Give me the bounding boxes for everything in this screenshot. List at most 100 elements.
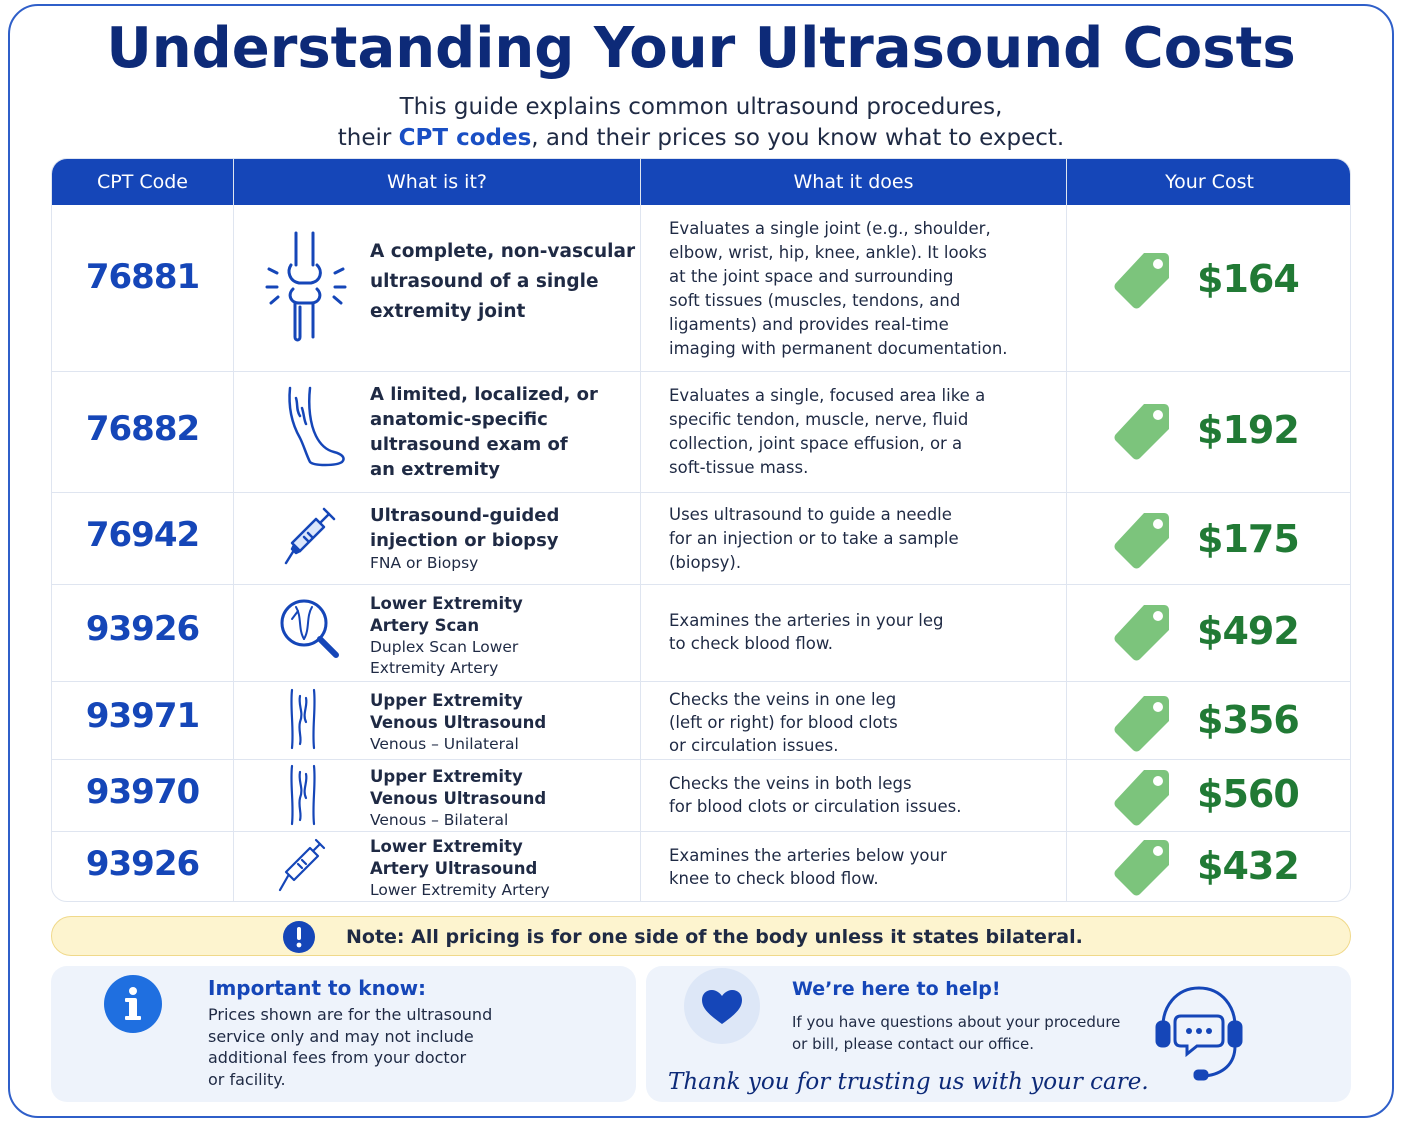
procedure-name-line: extremity joint — [370, 301, 526, 322]
table-row: 93970 Upper Extremity Venous Ultrasound … — [52, 759, 1350, 831]
procedure-name: Upper Extremity Venous Ultrasound Venous… — [370, 766, 640, 831]
syringe-icon — [282, 505, 338, 573]
description-line: elbow, wrist, hip, knee, ankle). It look… — [669, 243, 987, 262]
important-title: Important to know: — [208, 976, 427, 1000]
thank-you-message: Thank you for trusting us with your care… — [668, 1069, 1149, 1095]
pricing-note: Note: All pricing is for one side of the… — [51, 916, 1351, 956]
procedure-cost: $432 — [1197, 844, 1300, 888]
procedure-subname: FNA or Biopsy — [370, 554, 479, 572]
description-line: (left or right) for blood clots — [669, 713, 898, 732]
procedure-name-line: Upper Extremity — [370, 691, 523, 710]
help-text-line: or bill, please contact our office. — [792, 1035, 1035, 1053]
procedure-subname: Duplex Scan Lower — [370, 638, 519, 656]
column-divider — [640, 159, 641, 901]
description-line: at the joint space and surrounding — [669, 267, 954, 286]
procedure-cost: $192 — [1197, 408, 1300, 452]
column-header-your-cost: Your Cost — [1066, 159, 1350, 205]
probe-icon — [278, 838, 328, 898]
description-line: specific tendon, muscle, nerve, fluid — [669, 410, 969, 429]
table-header: CPT Code What is it? What it does Your C… — [52, 159, 1350, 205]
table-row: 93926 Lower Extremity Artery Scan Duplex… — [52, 584, 1350, 681]
veins-icon — [288, 764, 318, 830]
heart-icon — [684, 968, 760, 1044]
procedure-name: Ultrasound-guided injection or biopsy FN… — [370, 503, 640, 574]
description-line: Uses ultrasound to guide a needle — [669, 505, 952, 524]
help-text: If you have questions about your procedu… — [792, 1011, 1122, 1055]
table-row: 76942 Ultrasound-guided injection or bio… — [52, 492, 1350, 584]
important-text: Prices shown are for the ultrasound serv… — [208, 1004, 528, 1090]
description-line: collection, joint space effusion, or a — [669, 434, 963, 453]
headset-chat-icon — [1151, 982, 1247, 1086]
description-line: (biopsy). — [669, 553, 742, 572]
description-line: Checks the veins in both legs — [669, 774, 912, 793]
cpt-code: 93970 — [85, 772, 200, 812]
procedure-name-line: injection or biopsy — [370, 530, 559, 551]
procedure-description: Examines the arteries in your leg to che… — [669, 609, 1049, 655]
column-header-what-is-it: What is it? — [233, 159, 640, 205]
price-tag-icon — [1114, 768, 1170, 830]
procedure-name-line: Upper Extremity — [370, 767, 523, 786]
page-subtitle: This guide explains common ultrasound pr… — [0, 92, 1402, 154]
procedure-name-line: ultrasound of a single — [370, 271, 599, 292]
page-title: Understanding Your Ultrasound Costs — [106, 16, 1296, 81]
important-text-line: or facility. — [208, 1069, 286, 1089]
procedure-name-line: Artery Scan — [370, 616, 480, 635]
description-line: ligaments) and provides real-time — [669, 315, 949, 334]
price-tag-icon — [1114, 603, 1170, 665]
description-line: Evaluates a single, focused area like a — [669, 386, 986, 405]
table-row: 93926 Lower Extremity Artery Ultrasound … — [52, 831, 1350, 901]
procedure-subname: Extremity Artery — [370, 659, 499, 677]
price-tag-icon — [1114, 251, 1170, 313]
price-tag-icon — [1114, 402, 1170, 464]
help-panel: We’re here to help! If you have question… — [646, 966, 1351, 1102]
price-tag-icon — [1114, 511, 1170, 573]
subtitle-highlight: CPT codes — [398, 125, 532, 151]
procedure-name-line: Venous Ultrasound — [370, 789, 547, 808]
table-row: 76881 A complete, non-vascular ultrasoun… — [52, 205, 1350, 371]
description-line: Checks the veins in one leg — [669, 690, 897, 709]
magnifier-artery-icon — [278, 597, 340, 665]
price-tag-icon — [1114, 838, 1170, 900]
description-line: or circulation issues. — [669, 736, 839, 755]
procedure-name-line: ultrasound exam of — [370, 434, 568, 455]
procedure-cost: $560 — [1197, 772, 1300, 816]
knee-joint-icon — [263, 231, 349, 347]
procedure-name-line: Ultrasound-guided — [370, 505, 560, 526]
cpt-code: 76882 — [85, 409, 200, 449]
cpt-code: 76881 — [85, 257, 200, 297]
column-divider — [1066, 159, 1067, 901]
veins-icon — [288, 688, 318, 754]
procedure-name: A complete, non-vascular ultrasound of a… — [370, 237, 640, 327]
procedure-name-line: Lower Extremity — [370, 594, 523, 613]
table-row: 93971 Upper Extremity Venous Ultrasound … — [52, 681, 1350, 759]
description-line: to check blood flow. — [669, 634, 834, 653]
description-line: Evaluates a single joint (e.g., shoulder… — [669, 219, 991, 238]
description-line: soft tissues (muscles, tendons, and — [669, 291, 961, 310]
important-text-line: additional fees from your doctor — [208, 1048, 467, 1067]
subtitle-line-2: their CPT codes, and their prices so you… — [0, 123, 1402, 154]
description-line: Examines the arteries below your — [669, 846, 947, 865]
important-panel: Important to know: Prices shown are for … — [51, 966, 636, 1102]
procedure-cost: $356 — [1197, 698, 1300, 742]
subtitle-pre: their — [337, 125, 399, 151]
procedure-cost: $164 — [1197, 257, 1300, 301]
procedure-name-line: Lower Extremity — [370, 837, 523, 856]
description-line: soft-tissue mass. — [669, 458, 809, 477]
help-title: We’re here to help! — [792, 978, 1001, 1000]
procedure-name: Lower Extremity Artery Ultrasound Lower … — [370, 836, 640, 901]
procedure-description: Uses ultrasound to guide a needle for an… — [669, 503, 1049, 575]
note-text: Note: All pricing is for one side of the… — [346, 926, 1083, 948]
procedure-name-line: A complete, non-vascular — [370, 241, 636, 262]
procedure-name-line: A limited, localized, or — [370, 384, 598, 405]
procedure-name: A limited, localized, or anatomic-specif… — [370, 382, 640, 482]
procedure-name-line: Artery Ultrasound — [370, 859, 538, 878]
subtitle-post: , and their prices so you know what to e… — [531, 125, 1065, 151]
leg-foot-icon — [284, 384, 348, 472]
procedure-cost: $175 — [1197, 517, 1300, 561]
procedure-description: Evaluates a single joint (e.g., shoulder… — [669, 217, 1049, 361]
procedure-name-line: an extremity — [370, 459, 500, 480]
column-divider — [233, 159, 234, 901]
cpt-code: 76942 — [85, 515, 200, 555]
description-line: for blood clots or circulation issues. — [669, 797, 962, 816]
procedure-description: Evaluates a single, focused area like a … — [669, 384, 1049, 480]
